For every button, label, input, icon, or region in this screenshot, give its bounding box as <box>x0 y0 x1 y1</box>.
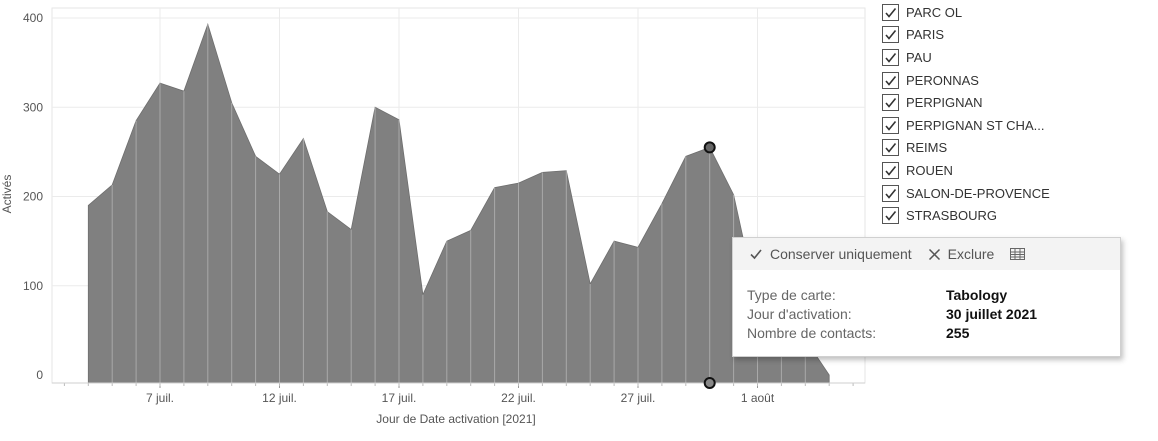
tooltip-label: Type de carte: <box>747 287 836 303</box>
highlight-point[interactable] <box>703 141 716 154</box>
tooltip-value: 255 <box>946 325 970 341</box>
keep-only-label: Conserver uniquement <box>770 246 912 262</box>
view-data-button[interactable] <box>1010 248 1032 260</box>
legend-checkbox[interactable] <box>882 161 899 179</box>
y-tick-label: 200 <box>23 190 43 204</box>
legend-checkbox[interactable] <box>882 184 899 202</box>
legend-item[interactable]: ROUEN <box>882 159 1152 182</box>
legend-checkbox[interactable] <box>882 3 899 21</box>
exclude-button[interactable]: Exclure <box>928 246 995 262</box>
check-icon <box>885 211 897 221</box>
legend-item[interactable]: REIMS <box>882 137 1152 160</box>
highlight-axis-marker <box>703 377 716 389</box>
legend-label: REIMS <box>906 140 948 156</box>
check-icon <box>885 98 897 108</box>
legend-item[interactable]: STRASBOURG <box>882 204 1152 227</box>
x-tick-label: 1 août <box>741 391 775 405</box>
legend: PARC OL PARIS PAU PERONNAS PERPIGNAN PERPIGNA… <box>882 1 1152 227</box>
tooltip-label: Jour d'activation: <box>747 306 852 322</box>
legend-checkbox[interactable] <box>882 139 899 157</box>
legend-item[interactable]: PARIS <box>882 24 1152 47</box>
check-icon <box>885 7 897 18</box>
axes: 0 100 200 300 400 7 juil. 12 juil. 17 juil. 22 j… <box>23 11 865 405</box>
legend-label: ROUEN <box>906 162 953 178</box>
legend-label: PARIS <box>906 27 945 43</box>
tooltip-row-activation-day: Jour d'activation: 30 juillet 2021 <box>747 305 1106 324</box>
tooltip-row-contact-count: Nombre de contacts: 255 <box>747 324 1106 343</box>
legend-label: PARC OL <box>906 4 963 20</box>
legend-checkbox[interactable] <box>882 71 899 89</box>
check-icon <box>885 120 897 131</box>
area-layer <box>87 22 830 384</box>
check-icon <box>885 75 897 86</box>
check-icon <box>885 52 897 63</box>
y-tick-label: 0 <box>36 368 43 382</box>
x-tick-label: 27 juil. <box>621 391 656 405</box>
check-icon <box>885 188 897 199</box>
y-tick-label: 300 <box>23 100 43 114</box>
legend-checkbox[interactable] <box>882 48 899 66</box>
x-tick-label: 12 juil. <box>262 391 297 405</box>
tooltip-label: Nombre de contacts: <box>747 325 877 341</box>
tooltip-value: Tabology <box>946 287 1008 303</box>
legend-checkbox[interactable] <box>882 94 899 112</box>
legend-label: PERPIGNAN ST CHA... <box>906 117 1045 133</box>
legend-item[interactable]: PAU <box>882 46 1152 69</box>
table-icon <box>1010 248 1026 260</box>
x-axis-title: Jour de Date activation [2021] <box>376 412 535 426</box>
legend-label: PERONNAS <box>906 72 979 88</box>
keep-only-button[interactable]: Conserver uniquement <box>749 246 912 262</box>
check-icon <box>885 143 897 154</box>
tooltip: Conserver uniquement Exclure Type de car… <box>732 237 1121 357</box>
legend-label: PERPIGNAN <box>906 95 983 111</box>
area-chart: 0 100 200 300 400 7 juil. 12 juil. 17 juil. 22 j… <box>0 7 866 426</box>
tooltip-body: Type de carte: Tabology Jour d'activatio… <box>733 270 1120 343</box>
y-tick-label: 400 <box>23 11 43 25</box>
tooltip-value: 30 juillet 2021 <box>946 306 1038 322</box>
marks <box>703 141 716 389</box>
legend-item[interactable]: SALON-DE-PROVENCE <box>882 182 1152 205</box>
exclude-label: Exclure <box>947 246 995 262</box>
check-icon <box>885 30 897 41</box>
x-tick-label: 17 juil. <box>382 391 417 405</box>
legend-label: PAU <box>906 49 932 65</box>
y-axis-title: Activés <box>0 175 14 214</box>
x-tick-label: 22 juil. <box>501 391 536 405</box>
legend-item[interactable]: PERPIGNAN <box>882 91 1152 114</box>
tooltip-toolbar: Conserver uniquement Exclure <box>733 238 1120 270</box>
tooltip-row-card-type: Type de carte: Tabology <box>747 286 1106 305</box>
legend-checkbox[interactable] <box>882 116 899 134</box>
legend-item[interactable]: PERONNAS <box>882 69 1152 92</box>
check-icon <box>885 165 897 176</box>
legend-label: SALON-DE-PROVENCE <box>906 185 1050 201</box>
x-tick-label: 7 juil. <box>146 391 174 405</box>
legend-item[interactable]: PERPIGNAN ST CHA... <box>882 114 1152 137</box>
close-icon <box>928 248 940 260</box>
legend-label: STRASBOURG <box>906 208 998 224</box>
legend-item[interactable]: PARC OL <box>882 1 1152 24</box>
legend-checkbox[interactable] <box>882 207 899 225</box>
y-tick-label: 100 <box>23 279 43 293</box>
legend-checkbox[interactable] <box>882 26 899 44</box>
check-icon <box>750 249 762 260</box>
